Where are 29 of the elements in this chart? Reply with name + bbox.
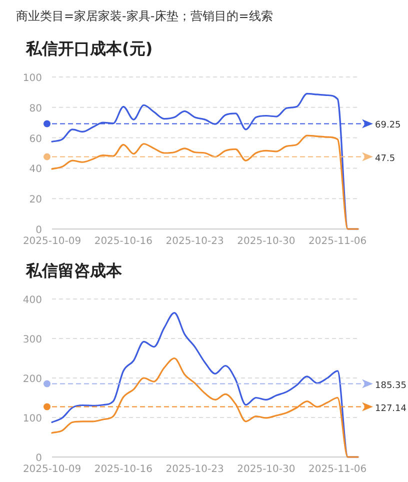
y-tick-label: 20 (29, 194, 42, 206)
x-tick-label: 2025-10-09 (22, 464, 82, 475)
x-tick-label: 2025-10-23 (166, 236, 224, 247)
y-tick-label: 300 (22, 334, 42, 346)
x-tick-label: 2025-10-30 (237, 464, 296, 475)
y-tick-label: 60 (29, 134, 42, 145)
ref-line-label: 185.35 (375, 380, 406, 391)
chart-title: 私信留咨成本 (25, 261, 123, 280)
x-tick-label: 2025-11-06 (308, 236, 367, 247)
text: 商业类目=家居家装-家具-床垫；营销目的=线索 (16, 9, 273, 23)
x-tick-label: 2025-10-30 (237, 236, 296, 247)
y-tick-label: 0 (36, 225, 42, 236)
y-tick-label: 100 (22, 414, 42, 424)
y-tick-label: 400 (22, 295, 42, 306)
y-tick-label: 40 (29, 164, 42, 176)
line-series (51, 134, 359, 230)
ref-line-label: 69.25 (375, 120, 401, 131)
y-tick-label: 80 (29, 103, 42, 114)
ref-line-label: 47.5 (375, 154, 396, 164)
ref-line-label: 127.14 (375, 404, 407, 414)
y-tick-label: 0 (36, 453, 42, 464)
chart-title: 私信开口成本(元) (25, 39, 153, 58)
x-tick-label: 2025-10-09 (22, 236, 82, 247)
x-tick-label: 2025-11-06 (308, 464, 367, 475)
y-tick-label: 100 (22, 73, 42, 84)
x-tick-label: 2025-10-16 (94, 236, 152, 247)
y-tick-label: 200 (22, 374, 42, 385)
x-tick-label: 2025-10-16 (94, 464, 152, 475)
x-tick-label: 2025-10-23 (166, 464, 224, 475)
